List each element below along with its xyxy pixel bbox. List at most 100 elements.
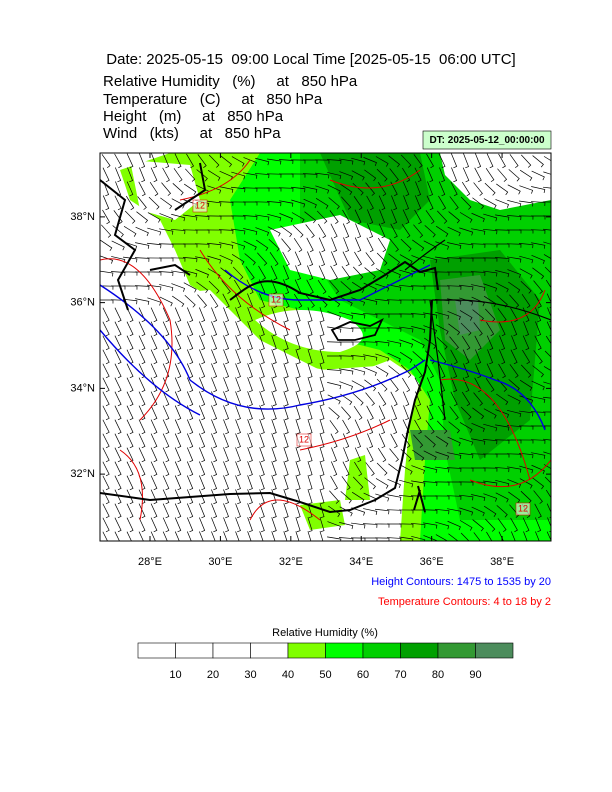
wind-barb	[435, 521, 450, 530]
wind-barb	[461, 391, 471, 407]
wind-barb	[378, 195, 386, 211]
wind-barb	[451, 377, 458, 393]
wind-barb	[195, 184, 209, 195]
wind-barb	[271, 419, 277, 435]
wind-barb	[271, 531, 276, 541]
wind-barb	[231, 156, 245, 167]
wind-barb	[458, 271, 474, 276]
wind-barb	[319, 321, 325, 337]
wind-barb	[314, 159, 330, 164]
wind-barb	[423, 466, 438, 474]
wind-barb	[544, 350, 551, 358]
wind-barb	[447, 520, 461, 531]
wind-barb	[235, 377, 241, 393]
wind-barb	[446, 285, 462, 290]
wind-barb	[362, 523, 378, 528]
wind-barb	[535, 321, 542, 337]
wind-barb	[507, 394, 521, 405]
wind-barb	[546, 531, 551, 541]
wind-barb	[451, 363, 458, 379]
wind-barb	[134, 285, 150, 290]
wind-barb	[295, 405, 301, 421]
wind-barb	[307, 531, 312, 541]
wind-barb	[259, 531, 264, 541]
wind-barb	[137, 196, 147, 210]
wind-barb	[533, 350, 543, 364]
wind-barb	[150, 531, 156, 541]
wind-barb	[223, 531, 228, 541]
wind-barb	[331, 447, 338, 463]
x-tick-label: 30°E	[208, 556, 232, 568]
wind-barb	[399, 536, 414, 541]
colorbar-box	[212, 642, 251, 659]
wind-barb	[507, 466, 522, 473]
wind-barb	[506, 215, 522, 221]
wind-barb	[543, 366, 551, 371]
wind-barb	[507, 410, 522, 418]
wind-barb	[114, 377, 122, 393]
colorbar-tick-label: 90	[469, 669, 481, 681]
wind-barb	[291, 199, 306, 208]
wind-barb	[211, 377, 218, 393]
wind-barb	[327, 382, 342, 390]
wind-barb	[159, 228, 174, 235]
wind-barb	[485, 167, 495, 183]
wind-barb	[247, 363, 253, 379]
wind-barb	[470, 271, 486, 276]
wind-barb	[435, 324, 449, 335]
wind-barb	[485, 518, 496, 532]
wind-barb	[162, 489, 170, 505]
wind-barb	[174, 153, 182, 169]
wind-barb	[422, 481, 438, 487]
wind-barb	[375, 283, 390, 292]
wind-barb	[268, 239, 280, 252]
wind-barb	[379, 209, 385, 225]
wind-barb	[362, 313, 378, 318]
wind-barb	[150, 461, 158, 477]
wind-barb	[377, 237, 387, 253]
wind-barb	[460, 322, 472, 336]
wind-barb	[295, 503, 301, 519]
wind-barb	[342, 461, 350, 477]
wind-barb	[498, 363, 506, 379]
wind-barb	[520, 364, 532, 378]
wind-barb	[354, 237, 362, 253]
wind-barb	[506, 425, 522, 431]
wind-barb	[170, 257, 186, 262]
wind-barb	[126, 517, 134, 533]
wind-barb	[123, 241, 138, 250]
wind-barb	[378, 223, 386, 239]
wind-barb	[318, 223, 327, 239]
wind-barb	[174, 475, 182, 491]
wind-barb	[423, 255, 438, 264]
wind-barb	[162, 517, 170, 533]
wind-barb	[520, 280, 532, 294]
wind-barb	[283, 475, 289, 491]
wind-barb	[400, 364, 412, 378]
wind-barb	[339, 368, 354, 375]
wind-barb	[223, 391, 229, 407]
wind-barb	[438, 195, 447, 211]
wind-barb	[390, 433, 398, 449]
wind-barb	[208, 154, 220, 168]
wind-barb	[271, 321, 277, 337]
wind-barb	[230, 215, 246, 220]
wind-barb	[414, 405, 422, 421]
wind-barb	[138, 531, 144, 541]
wind-barb	[162, 167, 170, 183]
wind-barb	[102, 475, 110, 491]
y-tick-label: 34°N	[70, 382, 95, 394]
wind-barb	[235, 307, 241, 323]
wind-barb	[460, 406, 472, 420]
wind-barb	[413, 434, 424, 448]
wind-barb	[414, 195, 422, 211]
wind-barb	[413, 364, 423, 379]
wind-barb	[150, 391, 158, 407]
wind-barb	[463, 363, 469, 379]
wind-barb	[148, 196, 160, 210]
wind-barb	[243, 172, 258, 179]
wind-barb	[375, 298, 390, 305]
wind-barb	[114, 195, 122, 211]
wind-barb	[223, 419, 229, 435]
wind-barb	[283, 307, 289, 323]
